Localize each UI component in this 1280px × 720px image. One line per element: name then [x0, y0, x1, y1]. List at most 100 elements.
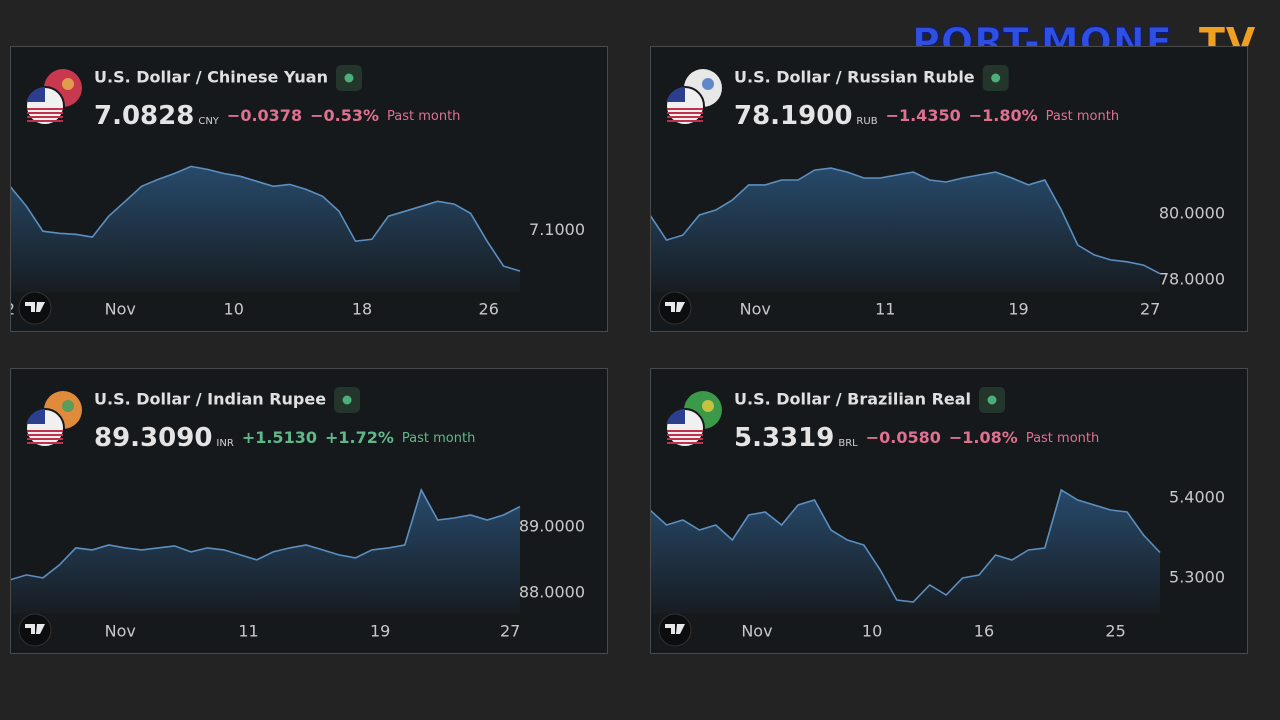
quote-flag-detail	[62, 400, 74, 412]
change-percent: −1.80%	[969, 106, 1038, 125]
x-tick-label: 2	[5, 300, 15, 319]
change: −0.0378	[227, 106, 302, 125]
quote-line: 7.0828 CNY −0.0378 −0.53% Past month	[94, 101, 460, 131]
currency: BRL	[838, 438, 858, 449]
pair-title: U.S. Dollar / Brazilian Real	[734, 390, 971, 409]
x-tick-label: 19	[370, 622, 390, 641]
tv-badge-mark	[665, 624, 685, 634]
base-flag-stripe	[667, 434, 703, 436]
area	[651, 168, 1160, 292]
x-tick-label: 27	[500, 622, 520, 641]
base-flag-stripe	[667, 112, 703, 114]
widget: 5.4000 5.3000 Nov 10 16 25 U.S. Dollar / Brazi…	[650, 368, 1248, 654]
base-flag-canton	[666, 87, 685, 102]
pair-title: U.S. Dollar / Russian Ruble	[734, 68, 975, 87]
base-flag-stripe	[27, 112, 63, 114]
price: 89.3090	[94, 423, 212, 453]
price: 78.1900	[734, 101, 852, 131]
y-tick-label: 7.1000	[529, 220, 585, 239]
status-dot	[344, 73, 354, 83]
area	[651, 490, 1160, 614]
change: −0.0580	[866, 428, 941, 447]
status-dot	[991, 73, 1001, 83]
currency: INR	[216, 438, 233, 449]
tv-badge-mark	[665, 302, 685, 312]
price-line	[11, 165, 521, 272]
status-dot	[342, 395, 352, 405]
price-line	[651, 488, 1161, 603]
y-tick-label: 88.0000	[519, 582, 585, 601]
x-tick-label: Nov	[105, 622, 136, 641]
y-tick-label: 78.0000	[1159, 269, 1225, 288]
base-flag-stripe	[667, 442, 703, 444]
x-tick-label: 11	[875, 300, 895, 319]
price: 5.3319	[734, 423, 834, 453]
base-flag-stripe	[27, 438, 63, 440]
period: Past month	[387, 109, 460, 124]
widget: 80.0000 78.0000 Nov 11 19 27 U.S. Dollar / Rus…	[650, 46, 1248, 332]
y-tick-label: 5.3000	[1169, 568, 1225, 587]
y-tick-label: 5.4000	[1169, 488, 1225, 507]
price: 7.0828	[94, 101, 194, 131]
base-flag-stripe	[27, 442, 63, 444]
x-tick-label: 25	[1105, 622, 1125, 641]
quote-line: 89.3090 INR +1.5130 +1.72% Past month	[94, 423, 475, 453]
base-flag-canton	[666, 409, 685, 424]
x-tick-label: Nov	[740, 300, 771, 319]
change-percent: +1.72%	[325, 428, 394, 447]
base-flag-canton	[26, 409, 45, 424]
status-dot	[987, 395, 997, 405]
x-tick-label: 27	[1140, 300, 1160, 319]
y-tick-label: 89.0000	[519, 516, 585, 535]
currency: RUB	[856, 116, 877, 127]
area	[11, 490, 520, 614]
change: −1.4350	[886, 106, 961, 125]
period: Past month	[1026, 431, 1099, 446]
x-tick-label: 18	[352, 300, 372, 319]
period: Past month	[1046, 109, 1119, 124]
base-flag-stripe	[27, 108, 63, 110]
x-tick-label: 16	[974, 622, 994, 641]
plot: 7.1000 2 Nov 10 18 26	[5, 165, 585, 319]
base-flag-stripe	[27, 430, 63, 432]
change: +1.5130	[242, 428, 317, 447]
base-flag-stripe	[667, 438, 703, 440]
x-tick-label: 10	[224, 300, 244, 319]
quote-line: 5.3319 BRL −0.0580 −1.08% Past month	[734, 423, 1099, 453]
base-flag-stripe	[27, 434, 63, 436]
price-line	[651, 167, 1161, 275]
period: Past month	[402, 431, 475, 446]
pair-title: U.S. Dollar / Indian Rupee	[94, 390, 326, 409]
x-tick-label: 11	[238, 622, 258, 641]
base-flag-stripe	[27, 120, 63, 122]
y-tick-label: 80.0000	[1159, 203, 1225, 222]
change-percent: −1.08%	[949, 428, 1018, 447]
base-flag-stripe	[667, 108, 703, 110]
x-tick-label: 19	[1008, 300, 1028, 319]
quote-flag-detail	[702, 78, 714, 90]
base-flag-stripe	[667, 116, 703, 118]
quote-flag-detail	[702, 400, 714, 412]
x-tick-label: Nov	[741, 622, 772, 641]
area	[11, 166, 520, 292]
currency: CNY	[198, 116, 219, 127]
base-flag-canton	[26, 87, 45, 102]
x-tick-label: Nov	[105, 300, 136, 319]
tv-badge-mark	[25, 302, 45, 312]
price-line	[11, 487, 521, 581]
base-flag-stripe	[667, 120, 703, 122]
base-flag-stripe	[27, 116, 63, 118]
plot: 5.4000 5.3000 Nov 10 16 25	[651, 488, 1225, 641]
widget: 7.1000 2 Nov 10 18 26 U.S. Dollar / Chinese Yu…	[5, 46, 608, 332]
pair-title: U.S. Dollar / Chinese Yuan	[94, 68, 328, 87]
quote-line: 78.1900 RUB −1.4350 −1.80% Past month	[734, 101, 1119, 131]
base-flag-stripe	[667, 430, 703, 432]
x-tick-label: 10	[862, 622, 882, 641]
plot: 89.0000 88.0000 Nov 11 19 27	[11, 487, 585, 641]
widget: 89.0000 88.0000 Nov 11 19 27 U.S. Dollar / Ind…	[10, 368, 608, 654]
quote-flag-detail	[62, 78, 74, 90]
plot: 80.0000 78.0000 Nov 11 19 27	[651, 167, 1225, 319]
change-percent: −0.53%	[310, 106, 379, 125]
